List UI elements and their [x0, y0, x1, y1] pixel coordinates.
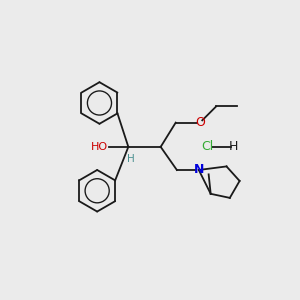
Text: HO: HO — [90, 142, 108, 152]
Text: Cl: Cl — [201, 140, 213, 153]
Text: H: H — [127, 154, 135, 164]
Text: O: O — [195, 116, 205, 129]
Text: H: H — [229, 140, 238, 153]
Text: N: N — [194, 164, 204, 176]
